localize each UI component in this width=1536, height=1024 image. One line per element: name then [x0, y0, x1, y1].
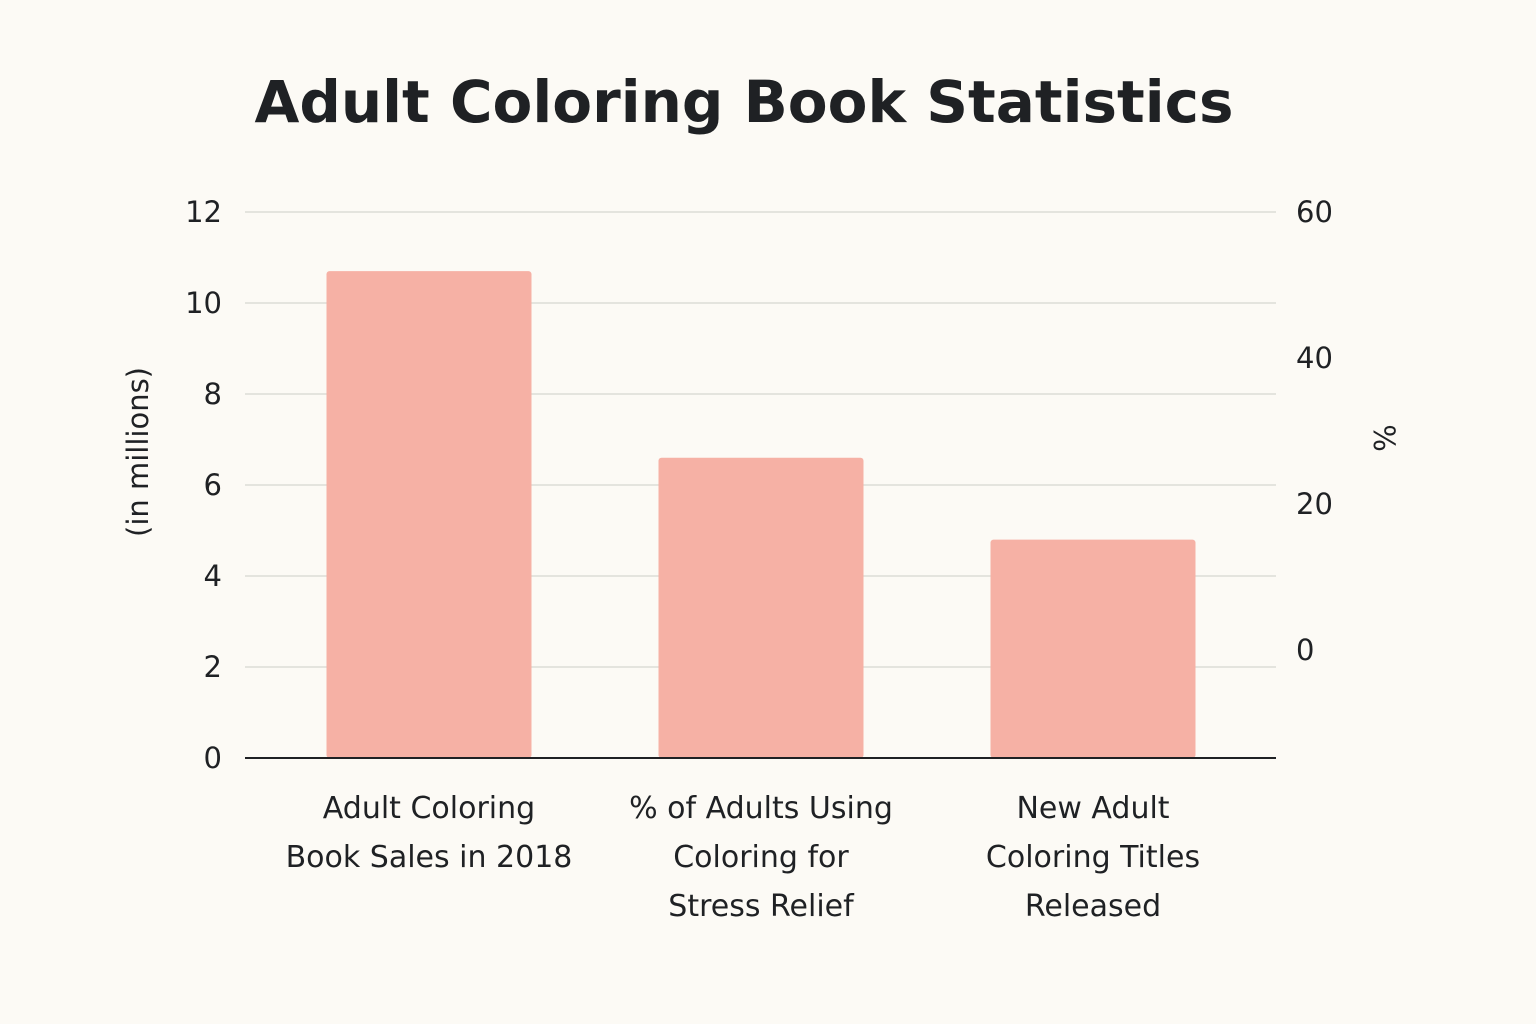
y2-axis-title: %: [1367, 424, 1401, 452]
y-tick-label: 0: [204, 741, 222, 775]
y-tick-label: 10: [185, 286, 222, 320]
y2-tick-label: 60: [1296, 195, 1333, 229]
x-category-label-line: Book Sales in 2018: [286, 840, 573, 875]
bar: [990, 539, 1196, 758]
y-tick-label: 6: [204, 468, 222, 502]
x-category-label: % of Adults Using Coloring for Stress Reli…: [629, 791, 893, 924]
x-category-label-line: Coloring for: [673, 840, 849, 875]
x-category-label-line: Adult Coloring: [323, 791, 535, 826]
y-tick-label: 12: [185, 195, 222, 229]
x-category-label-line: Released: [1025, 889, 1161, 924]
bar: [658, 457, 864, 758]
x-category-label: New Adult Coloring Titles Released: [986, 791, 1200, 924]
y-axis-title: (in millions): [121, 367, 155, 537]
x-category-label-line: Coloring Titles: [986, 840, 1200, 875]
x-category-label-line: Stress Relief: [668, 889, 855, 924]
chart-title: Adult Coloring Book Statistics: [254, 68, 1234, 136]
x-category-label-line: New Adult: [1016, 791, 1169, 826]
bar: [326, 271, 532, 758]
x-category-label-line: % of Adults Using: [629, 791, 893, 826]
y-tick-label: 4: [204, 559, 222, 593]
y2-tick-label: 20: [1296, 487, 1333, 521]
x-category-label: Adult Coloring Book Sales in 2018: [286, 791, 573, 875]
y2-tick-label: 40: [1296, 341, 1333, 375]
y2-tick-label: 0: [1296, 633, 1314, 667]
y-tick-label: 2: [204, 650, 222, 684]
y-tick-label: 8: [204, 377, 222, 411]
